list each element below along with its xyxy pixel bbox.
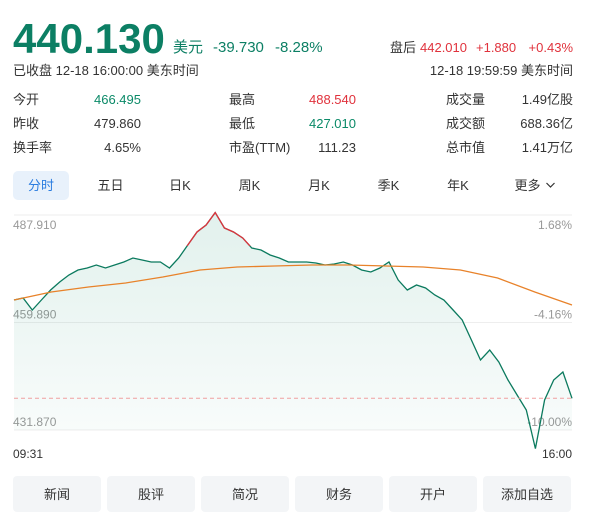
tab[interactable]: 五日 <box>97 178 123 193</box>
button-bg[interactable] <box>389 476 477 512</box>
tab[interactable]: 日K <box>169 178 191 193</box>
change-pct: -8.28% <box>275 39 323 56</box>
tabs: 分时 五日 日K 周K 月K 季K 年K 更多 <box>13 171 555 200</box>
avg-line <box>13 264 573 306</box>
status: 已收盘 12-18 16:00:00 美东时间 <box>13 63 199 78</box>
button-bg[interactable] <box>295 476 383 512</box>
button-bg[interactable] <box>107 476 195 512</box>
tab[interactable]: 季K <box>378 178 400 193</box>
tab[interactable]: 周K <box>239 178 261 193</box>
stat-label: 换手率 <box>13 140 52 155</box>
stat-label: 最高 <box>229 92 255 107</box>
button-bg[interactable] <box>483 476 571 512</box>
stat-label: 今开 <box>13 92 39 107</box>
button[interactable]: 简况 <box>232 487 258 502</box>
currency: 美元 <box>173 39 203 56</box>
tab[interactable]: 月K <box>308 178 330 193</box>
change: -39.730 <box>213 39 264 56</box>
button[interactable]: 新闻 <box>44 487 70 502</box>
stat-value: 4.65% <box>104 140 141 155</box>
tab[interactable]: 分时 <box>28 178 54 193</box>
after-hours-change: +1.880 <box>476 40 516 55</box>
chart: 431.870459.890487.910-10.00%-4.16%1.68%0… <box>13 211 573 461</box>
price-line <box>13 211 573 449</box>
chevron <box>546 182 555 188</box>
button[interactable]: 股评 <box>138 487 164 502</box>
button-bg[interactable] <box>201 476 289 512</box>
stat-value: 688.36亿 <box>520 116 573 131</box>
x-label: 09:31 <box>13 447 43 461</box>
after-hours-label: 盘后 <box>390 40 416 55</box>
stat-value: 1.41万亿 <box>522 140 573 155</box>
stat-label: 昨收 <box>13 116 39 131</box>
price-area <box>14 212 572 449</box>
tab-selected-bg <box>13 171 69 200</box>
stat-value: 479.860 <box>94 116 141 131</box>
button[interactable]: 添加自选 <box>501 487 553 502</box>
stat-label: 成交额 <box>446 116 485 131</box>
button-bg[interactable] <box>13 476 101 512</box>
stat-label: 成交量 <box>446 92 485 107</box>
stat-value: 1.49亿股 <box>522 92 573 107</box>
stat-label: 市盈(TTM) <box>229 140 290 155</box>
x-label: 16:00 <box>542 447 572 461</box>
stat-label: 总市值 <box>446 140 485 155</box>
tab[interactable]: 年K <box>447 178 469 193</box>
button[interactable]: 财务 <box>326 487 352 502</box>
stat-value: 427.010 <box>309 116 356 131</box>
stat-value: 488.540 <box>309 92 356 107</box>
price: 440.130 <box>13 15 165 62</box>
button[interactable]: 开户 <box>420 487 446 502</box>
y2-tick-label: 1.68% <box>538 218 572 232</box>
y-tick-label: 487.910 <box>13 218 57 232</box>
after-hours-price: 442.010 <box>420 40 467 55</box>
tab[interactable]: 更多 <box>514 178 540 193</box>
stat-label: 最低 <box>229 116 255 131</box>
y2-tick-label: -4.16% <box>534 308 572 322</box>
buttons: 新闻 股评 简况 财务 开户 添加自选 <box>13 476 571 512</box>
stat-value: 111.23 <box>318 140 356 155</box>
after-hours-time: 12-18 19:59:59 美东时间 <box>430 63 573 78</box>
stat-value: 466.495 <box>94 92 141 107</box>
after-hours-pct: +0.43% <box>529 40 574 55</box>
